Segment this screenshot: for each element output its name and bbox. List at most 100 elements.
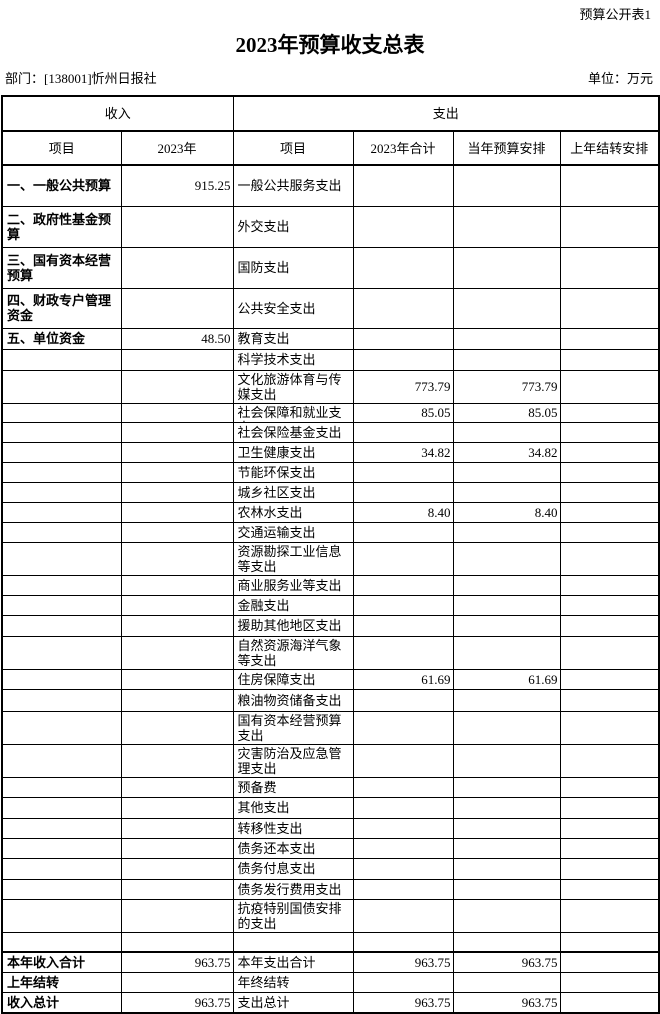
expense-total-cell: [352, 594, 454, 616]
expense-carryover-cell: [559, 991, 660, 1014]
table-row: 文化旅游体育与传媒支出 773.79 773.79: [1, 369, 660, 404]
income-value-cell: [120, 421, 234, 443]
cell-text: [3, 915, 120, 917]
cell-text: [122, 786, 232, 788]
page-title: 2023年预算收支总表: [235, 33, 425, 57]
income-item-cell: 一、一般公共预算: [1, 164, 122, 207]
cell-text: [3, 558, 120, 560]
expense-current-cell: [452, 521, 561, 543]
cell-text: [561, 961, 658, 963]
income-item-cell: 三、国有资本经营预算: [1, 246, 122, 289]
expense-carryover-cell: [559, 348, 660, 371]
cell-text: [561, 847, 658, 849]
expense-item-cell: 粮油物资储备支出: [232, 688, 354, 712]
table-row: 抗疫特别国债安排的支出: [1, 898, 660, 933]
expense-item-cell: 国有资本经营预算支出: [232, 710, 354, 745]
expense-item-cell: 债务付息支出: [232, 857, 354, 880]
cell-text: [561, 226, 658, 228]
cell-text: [3, 451, 120, 453]
cell-text: [561, 807, 658, 809]
cell-text: [354, 847, 452, 849]
expense-total-cell: [352, 287, 454, 329]
income-item-cell: [1, 461, 122, 483]
income-value-cell: [120, 574, 234, 596]
cell-text: [454, 625, 559, 627]
expense-carryover-cell: [559, 931, 660, 953]
column-header-expense-current: 当年预算安排: [452, 130, 561, 166]
income-item-cell: [1, 635, 122, 670]
income-value-cell: [120, 837, 234, 859]
cell-text: [3, 652, 120, 654]
expense-current-cell: [452, 971, 561, 993]
income-item-cell: [1, 817, 122, 839]
income-value-cell: [120, 402, 234, 423]
table-row: 卫生健康支出 34.82 34.82: [1, 441, 660, 463]
cell-text: [122, 267, 232, 269]
cell-text: [3, 604, 120, 606]
income-item-cell: [1, 369, 122, 404]
income-value-cell: 963.75: [120, 951, 234, 973]
income-value-cell: [120, 688, 234, 712]
expense-current-cell: [452, 635, 561, 670]
income-item-cell: [1, 857, 122, 880]
expense-current-cell: [452, 796, 561, 819]
expense-total-cell: [352, 796, 454, 819]
cell-text: [122, 451, 232, 453]
unit-label: 单位：万元: [587, 71, 653, 86]
income-value-cell: [120, 246, 234, 289]
cell-text: 8.40: [427, 504, 451, 520]
column-header-expense-item: 项目: [232, 130, 354, 166]
expense-carryover-cell: [559, 421, 660, 443]
expense-current-cell: [452, 541, 561, 576]
income-item-cell: [1, 688, 122, 712]
expense-item-cell: 债务发行费用支出: [232, 878, 354, 900]
expense-total-cell: [352, 776, 454, 798]
cell-text: [561, 511, 658, 513]
cell-text: [354, 267, 452, 269]
income-value-cell: 963.75: [120, 991, 234, 1014]
expense-current-cell: [452, 931, 561, 953]
income-value-cell: [120, 796, 234, 819]
cell-text: 963.75: [194, 994, 231, 1010]
income-value-cell: [120, 441, 234, 463]
income-value-cell: [120, 710, 234, 745]
expense-item-cell: 外交支出: [232, 205, 354, 248]
expense-carryover-cell: [559, 796, 660, 819]
cell-text: [354, 307, 452, 309]
cell-text: [354, 625, 452, 627]
cell-text: [354, 359, 452, 361]
income-item-cell: [1, 710, 122, 745]
cell-text: [3, 625, 120, 627]
cell-text: 本年支出合计: [237, 954, 316, 970]
cell-text: [3, 847, 120, 849]
cell-text: [454, 699, 559, 701]
income-value-cell: [120, 369, 234, 404]
cell-text: [3, 678, 120, 680]
expense-item-cell: 转移性支出: [232, 817, 354, 839]
expense-carryover-cell: [559, 878, 660, 900]
table-row: 农林水支出 8.40 8.40: [1, 501, 660, 523]
expense-carryover-cell: [559, 574, 660, 596]
expense-total-cell: [352, 481, 454, 503]
cell-text: [454, 338, 559, 340]
income-item-cell: [1, 441, 122, 463]
income-item-cell: [1, 421, 122, 443]
cell-text: [3, 471, 120, 473]
table-row: 债务付息支出: [1, 857, 660, 880]
expense-current-cell: [452, 688, 561, 712]
table-row: 转移性支出: [1, 817, 660, 839]
cell-text: 85.05: [528, 405, 558, 420]
expense-carryover-cell: [559, 369, 660, 404]
table-row: 城乡社区支出: [1, 481, 660, 503]
cell-text: [561, 491, 658, 493]
cell-text: 科学技术支出: [237, 352, 316, 367]
cell-text: [3, 531, 120, 533]
income-value-cell: [120, 594, 234, 616]
expense-carryover-cell: [559, 327, 660, 350]
cell-text: [454, 185, 559, 187]
expense-current-cell: 773.79: [452, 369, 561, 404]
expense-current-cell: [452, 348, 561, 371]
expense-carryover-cell: [559, 501, 660, 523]
corner-label: 预算公开表1: [579, 7, 651, 22]
cell-text: [354, 786, 452, 788]
